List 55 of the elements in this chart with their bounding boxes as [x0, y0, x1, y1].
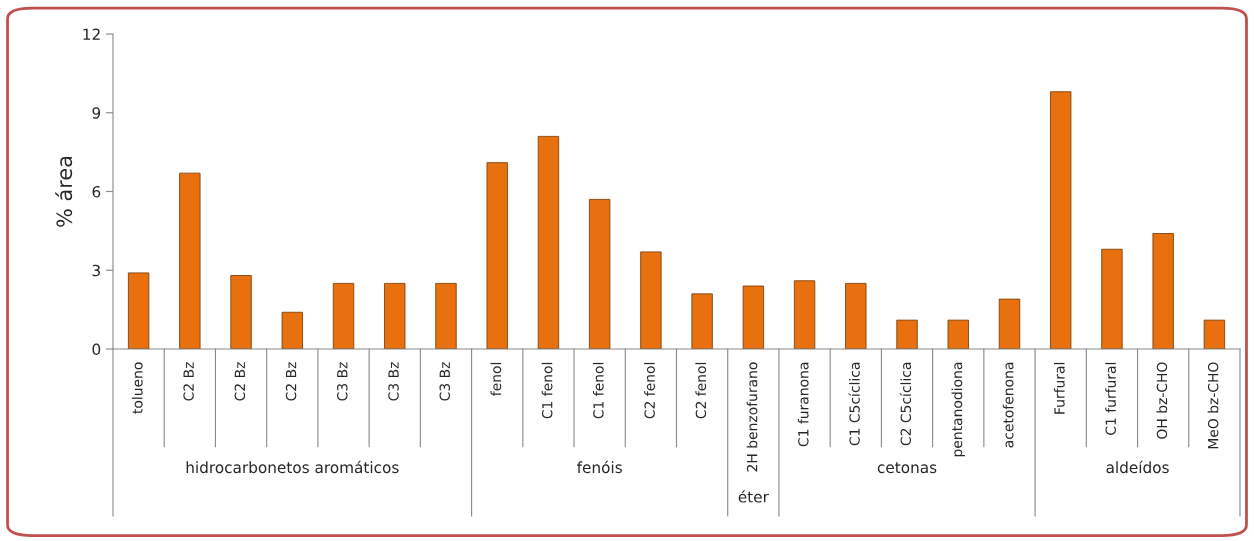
y-tick-label: 6 [92, 185, 101, 198]
x-tick-label: C3 Bz [388, 362, 399, 401]
x-tick-label: C3 Bz [337, 362, 348, 401]
x-tick-label: fenol [490, 362, 502, 396]
x-tick-label: C1 furfural [1105, 362, 1116, 435]
bar [640, 251, 662, 349]
y-tick-label: 9 [92, 107, 101, 119]
bar [1101, 248, 1123, 349]
x-tick-label: C1 fenol [592, 362, 604, 419]
bar [588, 198, 611, 349]
bar [435, 282, 457, 349]
bar [1203, 319, 1226, 349]
bar [486, 162, 508, 349]
x-tick-label: pentanodiona [951, 362, 965, 457]
bar [127, 272, 150, 349]
x-tick-label: 2H benzofurano [746, 362, 758, 472]
x-tick-label: OH bz-CHO [1156, 362, 1168, 439]
y-axis-title: % área [55, 156, 73, 227]
y-tick-label: 0 [92, 343, 101, 356]
x-tick-label: C2 C5cíclica [899, 362, 912, 446]
text: hidrocarbonetos aromáticos [186, 460, 399, 474]
x-tick-label: C3 Bz [439, 362, 451, 401]
bar [281, 311, 303, 349]
bar [1152, 233, 1174, 349]
x-tick-label: C1 fenol [541, 362, 553, 419]
bar [793, 280, 816, 349]
bar [384, 282, 406, 349]
text: fenóis [577, 460, 622, 474]
x-tick-label: C1 furanona [797, 362, 809, 447]
bar [691, 293, 713, 349]
x-tick-label: acetofenona [1002, 362, 1014, 448]
bar [947, 319, 969, 349]
x-tick-label: C1 C5cíclica [848, 362, 860, 446]
x-tick-label: C2 Bz [234, 362, 246, 401]
text: cetonas [877, 462, 937, 474]
x-tick-label: C2 fenol [644, 362, 655, 419]
bar [230, 275, 252, 349]
y-tick-label: 12 [83, 28, 100, 40]
bar [896, 319, 918, 349]
x-tick-label: C2 fenol [695, 362, 707, 419]
bar [845, 282, 867, 349]
y-tick-label: 3 [92, 264, 100, 277]
x-tick-label: C2 Bz [285, 362, 297, 401]
bar [179, 172, 201, 349]
bar [332, 282, 355, 349]
bar [998, 298, 1021, 349]
x-tick-label: Furfural [1053, 362, 1065, 414]
text: éter [738, 490, 769, 503]
bar [537, 135, 560, 349]
bar [1050, 91, 1072, 349]
bar [742, 285, 765, 349]
x-tick-label: MeO bz-CHO [1207, 362, 1219, 449]
x-tick-label: C2 Bz [183, 362, 194, 401]
x-tick-label: tolueno [131, 362, 143, 414]
text: aldeídos [1106, 460, 1169, 474]
